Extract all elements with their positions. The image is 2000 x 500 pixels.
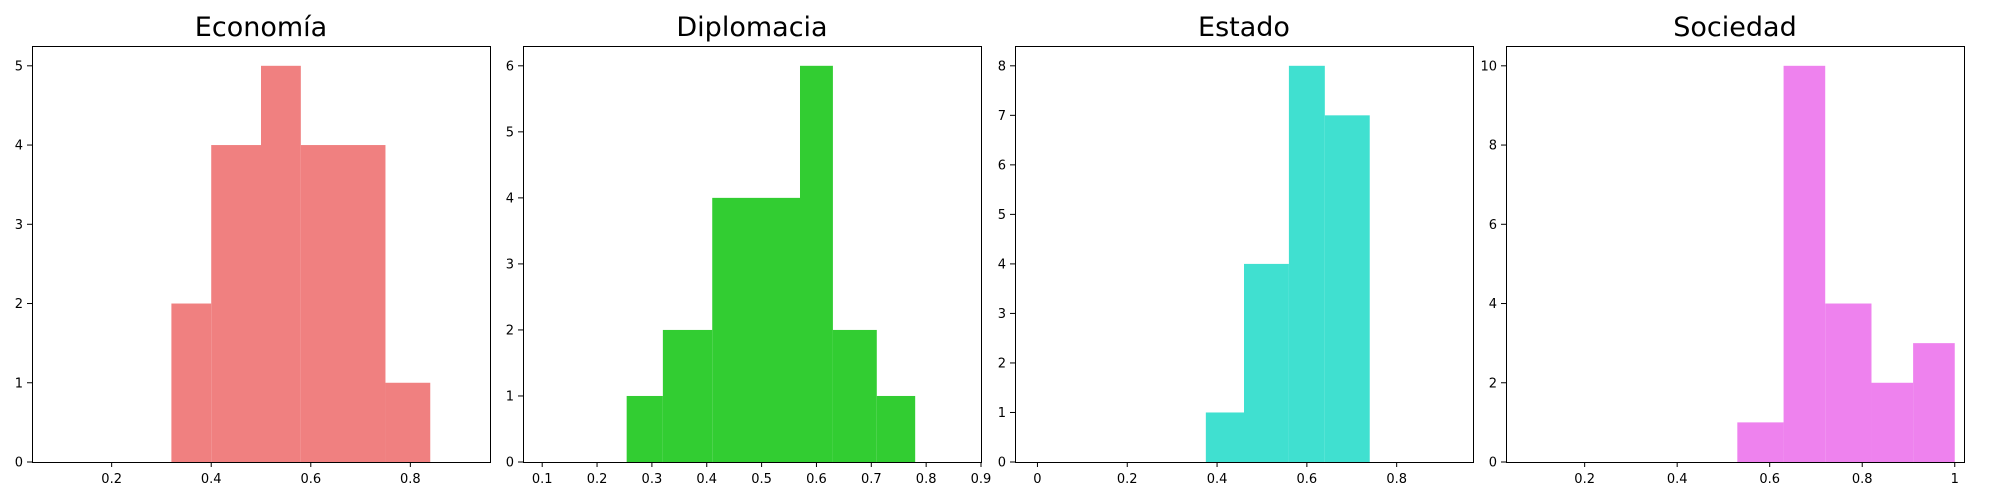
- x-tick-label: 0.2: [101, 472, 122, 487]
- x-tick-label: 0.2: [1574, 472, 1595, 487]
- subplot-1: Diplomacia 0.1 0.2 0.3 0.4 0.5 0.6 0.7 0.8 0.9 0 1 2…: [506, 12, 992, 487]
- y-tick-label: 8: [998, 59, 1006, 74]
- x-tick-label: 1: [1951, 472, 1959, 487]
- plot-frame: [523, 46, 982, 463]
- histogram-bar: [1205, 412, 1244, 462]
- plot-frame: [1506, 46, 1965, 463]
- histogram-bar: [1913, 343, 1955, 462]
- y-tick-label: 3: [15, 218, 23, 233]
- subplot-2: Estado 0 0.2 0.4 0.6 0.8 0 1 2 3 4 5 6 7 8: [998, 12, 1474, 487]
- y-tick-label: 5: [15, 59, 23, 74]
- y-tick-label: 4: [1489, 297, 1497, 312]
- histogram-bar: [385, 382, 431, 462]
- y-tick-label: 5: [998, 208, 1006, 223]
- y-tick-label: 10: [1480, 59, 1497, 74]
- histogram-bar: [799, 65, 833, 463]
- x-tick-label: 0.5: [751, 472, 772, 487]
- subplot-title: Economía: [195, 12, 327, 43]
- histogram-bar: [1288, 65, 1325, 463]
- x-tick-label: 0.8: [400, 472, 421, 487]
- y-tick-label: 6: [506, 59, 514, 74]
- y-tick-label: 6: [1489, 218, 1497, 233]
- x-tick-label: 0.4: [1667, 472, 1688, 487]
- y-tick-label: 3: [506, 257, 514, 272]
- y-tick-label: 3: [998, 307, 1006, 322]
- x-tick-label: 0.4: [201, 472, 222, 487]
- subplot-0: Economía 0.2 0.4 0.6 0.8 0 1 2 3 4 5: [15, 12, 491, 487]
- histogram-bar: [211, 145, 261, 463]
- subplot-title: Sociedad: [1673, 12, 1796, 43]
- histogram-bar: [300, 145, 386, 463]
- x-tick-label: 0.4: [1207, 472, 1228, 487]
- histogram-bar: [1324, 115, 1370, 462]
- histogram-bar: [171, 303, 212, 462]
- plot-frame: [32, 46, 491, 463]
- x-tick-label: 0.6: [1759, 472, 1780, 487]
- y-tick-label: 4: [998, 257, 1006, 272]
- x-tick-label: 0.6: [806, 472, 827, 487]
- x-tick-label: 0.8: [1386, 472, 1407, 487]
- x-tick-label: 0.7: [861, 472, 882, 487]
- y-tick-label: 0: [1489, 456, 1497, 471]
- y-tick-label: 4: [506, 191, 514, 206]
- x-tick-label: 0.1: [532, 472, 553, 487]
- y-tick-label: 1: [506, 389, 514, 404]
- histogram-bar: [662, 329, 713, 462]
- y-tick-label: 1: [15, 376, 23, 391]
- histogram-bar: [832, 329, 877, 462]
- histogram-bar: [1871, 382, 1914, 462]
- y-tick-label: 2: [15, 297, 23, 312]
- histogram-bar: [1244, 263, 1289, 462]
- histogram-bar: [626, 395, 663, 462]
- subplot-title: Diplomacia: [676, 12, 827, 43]
- y-tick-label: 7: [998, 109, 1006, 124]
- y-tick-label: 0: [506, 456, 514, 471]
- histogram-bar: [876, 395, 916, 462]
- x-tick-label: 0.8: [916, 472, 937, 487]
- y-tick-label: 1: [998, 406, 1006, 421]
- x-tick-label: 0.6: [1297, 472, 1318, 487]
- x-tick-label: 0.2: [1117, 472, 1138, 487]
- x-tick-label: 0.4: [696, 472, 717, 487]
- y-tick-label: 2: [506, 323, 514, 338]
- histogram-bar: [712, 197, 800, 462]
- subplot-title: Estado: [1198, 12, 1290, 43]
- x-tick-label: 0.3: [642, 472, 663, 487]
- x-tick-label: 0: [1033, 472, 1041, 487]
- x-tick-label: 0.2: [587, 472, 608, 487]
- y-tick-label: 2: [1489, 376, 1497, 391]
- histogram-bar: [1737, 422, 1784, 462]
- y-tick-label: 5: [506, 125, 514, 140]
- y-tick-label: 8: [1489, 139, 1497, 154]
- x-tick-label: 0.8: [1852, 472, 1873, 487]
- plot-frame: [1015, 46, 1474, 463]
- y-tick-label: 2: [998, 356, 1006, 371]
- y-tick-label: 0: [998, 456, 1006, 471]
- y-tick-label: 4: [15, 139, 23, 154]
- y-tick-label: 6: [998, 158, 1006, 173]
- histogram-bar: [1783, 65, 1826, 463]
- histogram-bar: [261, 65, 301, 463]
- x-tick-label: 0.6: [300, 472, 321, 487]
- x-tick-label: 0.9: [971, 472, 992, 487]
- histogram-bar: [1825, 303, 1872, 462]
- y-tick-label: 0: [15, 456, 23, 471]
